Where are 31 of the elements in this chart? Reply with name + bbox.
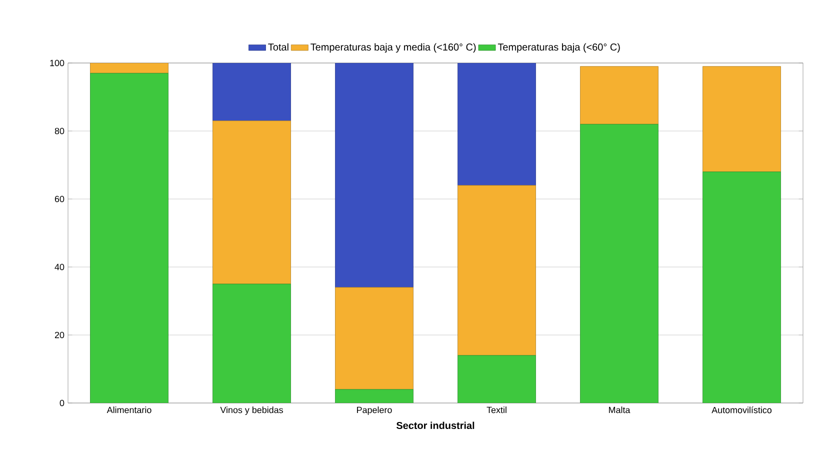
legend-label: Temperaturas baja y media (<160° C) bbox=[310, 43, 476, 53]
bar bbox=[458, 62, 536, 186]
bar bbox=[212, 120, 291, 284]
x-tick-label: Alimentario bbox=[106, 406, 152, 414]
y-tick-label: 100 bbox=[50, 60, 64, 66]
y-tick-label: 80 bbox=[54, 128, 64, 134]
x-axis-title: Sector industrial bbox=[396, 422, 474, 430]
bar bbox=[580, 66, 658, 124]
bar bbox=[90, 62, 168, 74]
x-tick-label: Vinos y bebidas bbox=[220, 406, 283, 415]
bar bbox=[702, 172, 781, 403]
y-tick-label: 20 bbox=[54, 332, 64, 338]
legend-label: Temperaturas baja (<60° C) bbox=[498, 43, 620, 53]
bar bbox=[580, 124, 658, 403]
bar bbox=[212, 62, 291, 121]
x-tick-label: Automovilístico bbox=[712, 406, 772, 414]
bar bbox=[702, 66, 781, 172]
bar bbox=[90, 72, 168, 403]
x-tick-label: Textil bbox=[486, 406, 506, 414]
bar bbox=[335, 389, 414, 403]
bar bbox=[212, 284, 291, 403]
bar bbox=[335, 62, 414, 288]
x-tick-label: Malta bbox=[609, 406, 630, 414]
bar bbox=[458, 185, 536, 356]
y-tick-label: 40 bbox=[54, 264, 64, 270]
x-tick-label: Papelero bbox=[357, 406, 392, 415]
bar bbox=[335, 287, 414, 390]
legend-label: Total bbox=[268, 43, 288, 51]
y-tick-label: 0 bbox=[60, 400, 64, 406]
y-tick-label: 60 bbox=[54, 196, 64, 202]
bar bbox=[458, 355, 536, 403]
